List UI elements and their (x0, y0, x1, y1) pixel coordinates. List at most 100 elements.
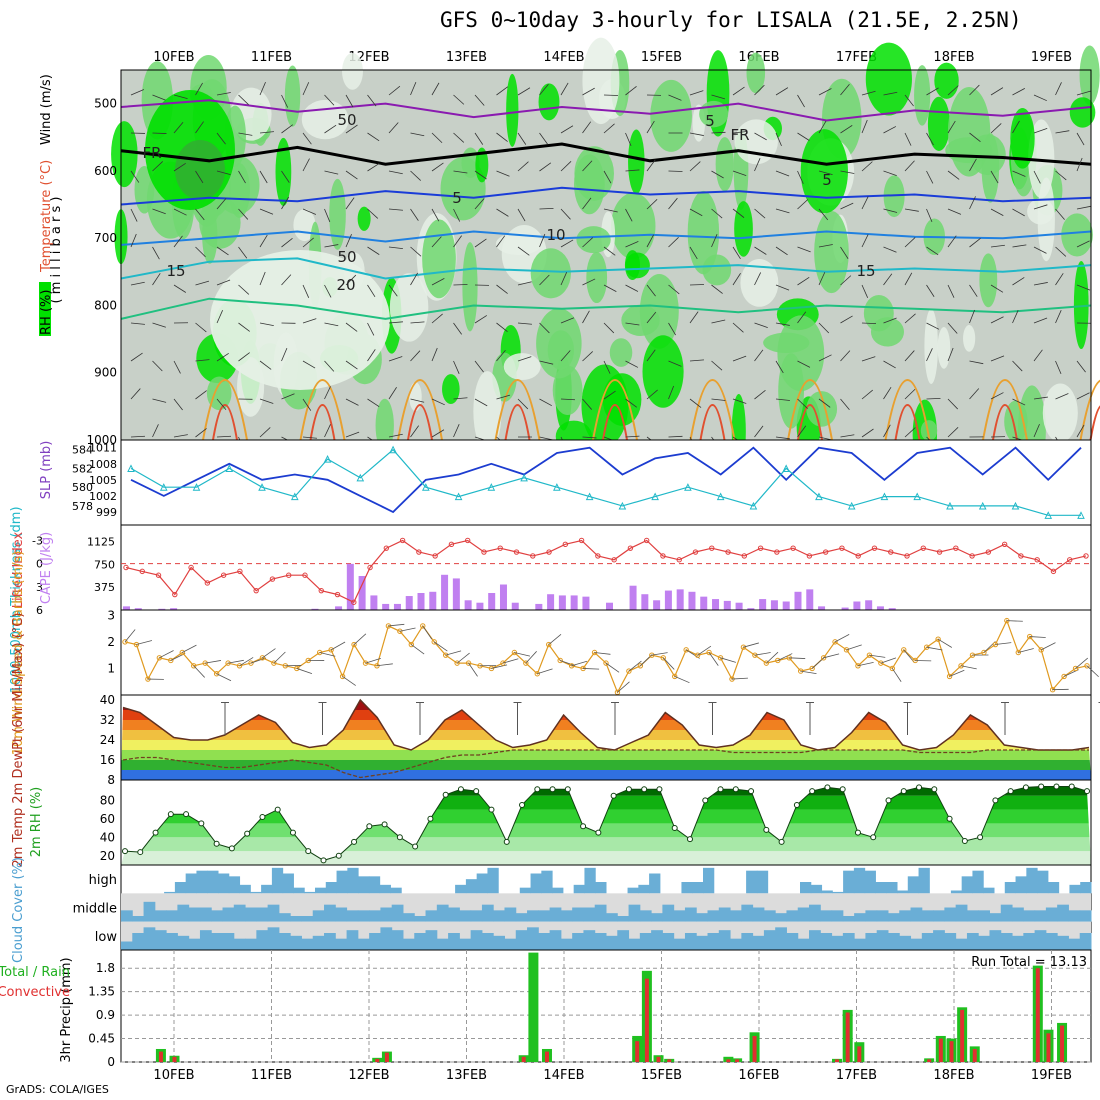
wind-barb (388, 122, 399, 134)
cloud-bar (1037, 870, 1049, 894)
isotherm-line (120, 142, 1092, 166)
wind-barb (840, 83, 850, 96)
lifted-index-point (220, 572, 227, 578)
wind-barb (883, 360, 896, 369)
isotherm-label: 15 (166, 262, 185, 280)
wind-barb (324, 94, 335, 106)
temp-tick: 8 (107, 773, 115, 787)
wind-speed-point (935, 636, 941, 642)
cloud-bar (239, 884, 251, 894)
wind-tick: 3 (107, 608, 115, 622)
wind-barb (259, 131, 274, 134)
rh-point (1084, 788, 1090, 795)
thickness-point (159, 483, 168, 491)
wind-barb (388, 284, 398, 297)
run-total-label: Run Total = 13.13 (971, 955, 1087, 970)
lifted-index-tick: 0 (36, 558, 43, 571)
cloud-bar (1080, 882, 1092, 894)
wind-barb (668, 284, 680, 295)
slp-axis-label: SLP (mb) (39, 441, 54, 500)
cloud-bar (1079, 933, 1092, 950)
wind-barb (453, 322, 462, 335)
rh-point (534, 786, 541, 793)
wind-speed-point (488, 665, 495, 672)
surface-wind-barb (537, 668, 553, 675)
cloud-bar (584, 867, 596, 894)
cloud-bar (573, 884, 585, 894)
bottom-date-tick: 19FEB (1031, 1068, 1072, 1083)
wind-speed-point (946, 673, 953, 680)
wind-barb (1055, 360, 1062, 375)
wind-barb (775, 170, 790, 177)
cloud-bar (1023, 910, 1036, 922)
wind-barb (238, 170, 246, 184)
wind-barb (818, 322, 830, 334)
wind-barb (367, 349, 376, 362)
wind-barb (560, 317, 575, 324)
wind-barb (625, 86, 637, 96)
cloud-bar (1068, 938, 1081, 950)
isotherm-line (120, 257, 1092, 280)
bottom-date-tick: 12FEB (348, 1068, 389, 1083)
wind-barb (195, 121, 204, 134)
wind-speed-point (717, 655, 724, 661)
wind-barb (1055, 246, 1067, 257)
cape-bar (158, 608, 166, 610)
wind-barb (668, 170, 683, 172)
top-date-tick: 10FEB (153, 50, 194, 65)
wind-barb (388, 321, 403, 324)
wind-speed-point (1072, 665, 1079, 672)
wind-barb (689, 359, 704, 362)
surface-wind-barb (239, 657, 254, 667)
rh-point (641, 786, 648, 793)
wind-barb (388, 170, 403, 175)
rh-point (1022, 784, 1029, 791)
wind-barb (883, 126, 897, 134)
wind-speed-point (408, 641, 415, 648)
wind-frame (120, 609, 1092, 696)
pressure-tick: 600 (94, 164, 117, 178)
wind-barb (539, 132, 549, 145)
wind-barb (603, 322, 615, 334)
surface-wind-barb (514, 652, 531, 657)
wind-barb (539, 162, 552, 172)
rh-contour-blob (920, 420, 938, 442)
cloud-bar (174, 882, 187, 894)
isotherm-label: 5 (822, 171, 832, 189)
cloud-bar (673, 910, 686, 922)
precip-convective-bar (949, 1041, 954, 1062)
wind-speed-point (660, 655, 666, 661)
cape-bar (123, 606, 130, 610)
lifted-index-point (985, 549, 992, 555)
wind-barb (474, 360, 484, 373)
rh-tick: 60 (100, 812, 115, 826)
cloud-bar (966, 933, 979, 950)
wind-barb (797, 246, 811, 253)
wind-barb (969, 196, 976, 210)
lifted-index-point (334, 591, 341, 598)
wind-speed-point (694, 652, 701, 658)
wind-barb (1055, 130, 1070, 134)
cloud-bar (1057, 935, 1069, 950)
cape-bar (134, 608, 142, 610)
lifted-index-point (188, 564, 194, 571)
rh-contour-blob (462, 242, 478, 332)
wind-barb (904, 132, 912, 146)
wind-barb (517, 281, 532, 286)
cloud-bar (346, 910, 359, 922)
cloud-bar (681, 882, 693, 894)
cloud-bar (368, 876, 381, 894)
cape-bar (429, 591, 437, 610)
rh-contour-blob (111, 121, 138, 188)
rh-point (1053, 783, 1060, 790)
lifted-index-point (578, 537, 585, 544)
cloud-bar (301, 938, 314, 950)
surface-wind-barb (433, 641, 448, 652)
rh-contour-blob (576, 226, 611, 254)
wind-barb (431, 278, 445, 286)
cloud-bar (921, 910, 934, 922)
isotherm-plume (689, 379, 736, 441)
cloud-bar (481, 904, 494, 922)
lifted-index-point (1034, 557, 1040, 563)
wind-barb (646, 389, 658, 400)
